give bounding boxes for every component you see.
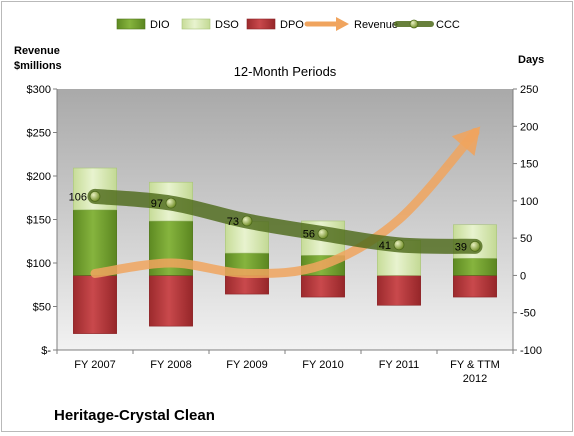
ccc-data-label: 106 [69, 191, 87, 203]
x-tick-label: FY 2008 [150, 359, 191, 371]
ccc-point [317, 228, 329, 240]
x-tick-label: FY & TTM [450, 359, 500, 371]
plot-area [57, 89, 513, 350]
x-tick-label: FY 2011 [379, 359, 420, 371]
legend-ccc: CCC [394, 19, 460, 31]
ccc-point [393, 239, 405, 251]
bars-layer [73, 167, 497, 334]
right-tick-label: 50 [520, 233, 532, 245]
ccc-point [89, 190, 101, 202]
legend-revenue: Revenue [304, 17, 398, 31]
ccc-point [165, 197, 177, 209]
bar-dpo [377, 275, 421, 306]
x-tick-label: FY 2009 [226, 359, 267, 371]
right-tick-label: -50 [520, 308, 536, 320]
left-tick-label: $300 [27, 84, 51, 96]
left-axis-title-line1: Revenue [14, 45, 60, 57]
ccc-data-label: 73 [227, 216, 239, 228]
legend-dpo-swatch [246, 18, 276, 30]
legend-dio: DIO [116, 18, 170, 31]
left-tick-label: $- [41, 345, 51, 357]
legend-ccc-marker [409, 19, 419, 29]
legend-dio-swatch [116, 18, 146, 30]
left-tick-label: $50 [33, 302, 51, 314]
bar-dpo [225, 275, 269, 295]
legend-dso-swatch [181, 18, 211, 30]
legend-ccc-label: CCC [436, 19, 460, 31]
labels-layer: 106 97 73 56 41 39 [69, 191, 467, 253]
axes-layer: $- $50 $100 $150 $200 $250 $300 -100 -50 0 50 100 15… [27, 84, 543, 385]
right-tick-label: 0 [520, 270, 526, 282]
x-tick-label: FY 2010 [302, 359, 343, 371]
left-tick-label: $150 [27, 215, 51, 227]
chart-subtitle: 12-Month Periods [234, 64, 337, 79]
ccc-point [241, 215, 253, 227]
ccc-data-label: 56 [303, 229, 315, 241]
legend-revenue-arrowhead [336, 17, 349, 31]
lines-layer [87, 126, 483, 279]
legend-dso: DSO [181, 18, 239, 31]
legend-dpo-label: DPO [280, 19, 304, 31]
right-tick-label: 100 [520, 196, 538, 208]
legend-revenue-label: Revenue [354, 19, 398, 31]
left-tick-label: $200 [27, 171, 51, 183]
ccc-line [87, 188, 483, 254]
right-tick-label: -100 [520, 345, 542, 357]
left-tick-label: $100 [27, 258, 51, 270]
bar-dio [73, 209, 117, 276]
ccc-data-label: 41 [379, 240, 391, 252]
legend-dpo: DPO [246, 18, 304, 31]
x-tick-label: FY 2007 [74, 359, 115, 371]
bar-dpo [301, 275, 345, 298]
bar-dpo [149, 275, 193, 327]
revenue-line [90, 128, 480, 279]
bar-dio [453, 257, 497, 276]
right-tick-label: 200 [520, 121, 538, 133]
chart: 12-Month Periods Revenue $millions Days … [14, 17, 544, 424]
ccc-data-label: 39 [455, 241, 467, 253]
right-tick-label: 250 [520, 84, 538, 96]
x-tick-label: 2012 [463, 373, 487, 385]
revenue-arrowhead [451, 126, 481, 156]
legend: DIO DSO DPO Revenue CCC [116, 17, 460, 31]
right-axis-title: Days [518, 54, 544, 66]
left-axis-title-line2: $millions [14, 60, 62, 72]
right-tick-label: 150 [520, 159, 538, 171]
bar-dpo [73, 275, 117, 334]
legend-dso-label: DSO [215, 19, 239, 31]
company-name: Heritage-Crystal Clean [54, 407, 215, 424]
ccc-data-label: 97 [151, 198, 163, 210]
left-tick-label: $250 [27, 128, 51, 140]
legend-dio-label: DIO [150, 19, 170, 31]
ccc-point [469, 240, 481, 252]
bar-dpo [453, 275, 497, 298]
